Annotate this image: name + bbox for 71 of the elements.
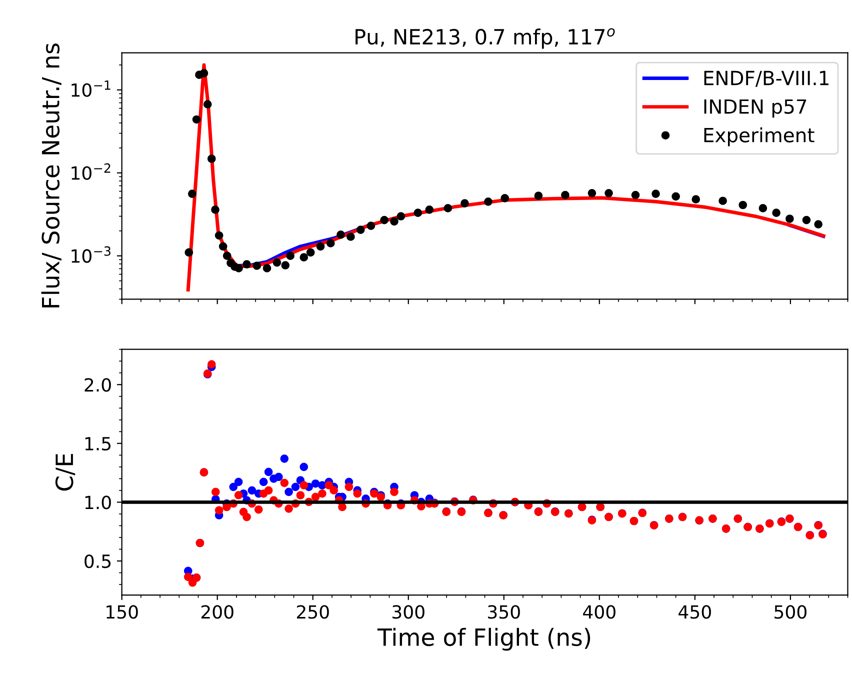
chart-title: Pu, NE213, 0.7 mfp, 117$^{o}$ [356,28,615,49]
point [718,196,727,206]
point [460,199,469,208]
y-tick-label: 10$^{−3}$ [72,246,110,263]
point [306,248,315,257]
point [286,252,294,260]
point [336,230,345,239]
point [214,231,224,240]
point [192,115,201,124]
point [534,192,543,200]
point [326,239,335,248]
point [414,208,422,217]
point [262,264,272,272]
x-tick-label: 150 [106,605,138,619]
y-axis-title: C/E [55,454,76,491]
point [561,190,570,200]
point [366,222,376,230]
x-tick-label: 250 [296,605,329,619]
point [396,212,406,220]
x-tick-label: 350 [488,605,520,619]
x-tick-label: 500 [774,605,806,619]
y-tick-label: 10$^{−1}$ [72,80,110,97]
point [588,188,596,198]
point [425,206,434,214]
point [281,261,290,270]
legend-label: INDEN p57 [704,99,806,118]
point [207,154,216,163]
point [500,194,510,202]
point [672,192,680,201]
point [242,260,251,269]
point [631,190,640,200]
x-axis-title: Time of Flight (ns) [377,628,590,651]
x-tick-label: 200 [201,605,234,619]
point [380,216,388,224]
point [188,190,196,198]
y-tick-label: 0.5 [84,554,111,568]
point [692,195,700,204]
point [652,190,660,198]
point [203,100,212,109]
point [252,262,262,270]
point [200,69,208,78]
point [786,214,794,223]
point [222,252,232,260]
point [444,204,452,212]
y-tick-label: 10$^{−2}$ [72,163,110,180]
point [316,242,325,251]
point [772,208,780,217]
point [802,216,811,224]
point [738,200,748,210]
point [300,253,308,262]
point [484,197,492,206]
point [346,232,355,241]
point [184,248,194,257]
point [211,206,220,214]
point [218,242,228,251]
point [758,204,768,212]
point [272,258,282,267]
point [390,217,398,226]
point [234,264,243,272]
point [356,226,365,234]
point [814,220,822,228]
legend-label: ENDF/B-VIII.1 [704,70,828,87]
y-axis-title: Flux/ Source Neutr./ ns [41,44,62,308]
y-tick-label: 2.0 [84,378,111,392]
x-tick-label: 450 [678,605,711,619]
x-tick-label: 400 [583,605,616,619]
y-tick-label: 1.5 [85,437,111,451]
x-tick-label: 300 [392,605,424,619]
point [604,188,613,198]
legend-label: Experiment [704,127,814,146]
y-tick-label: 1.0 [85,496,111,510]
